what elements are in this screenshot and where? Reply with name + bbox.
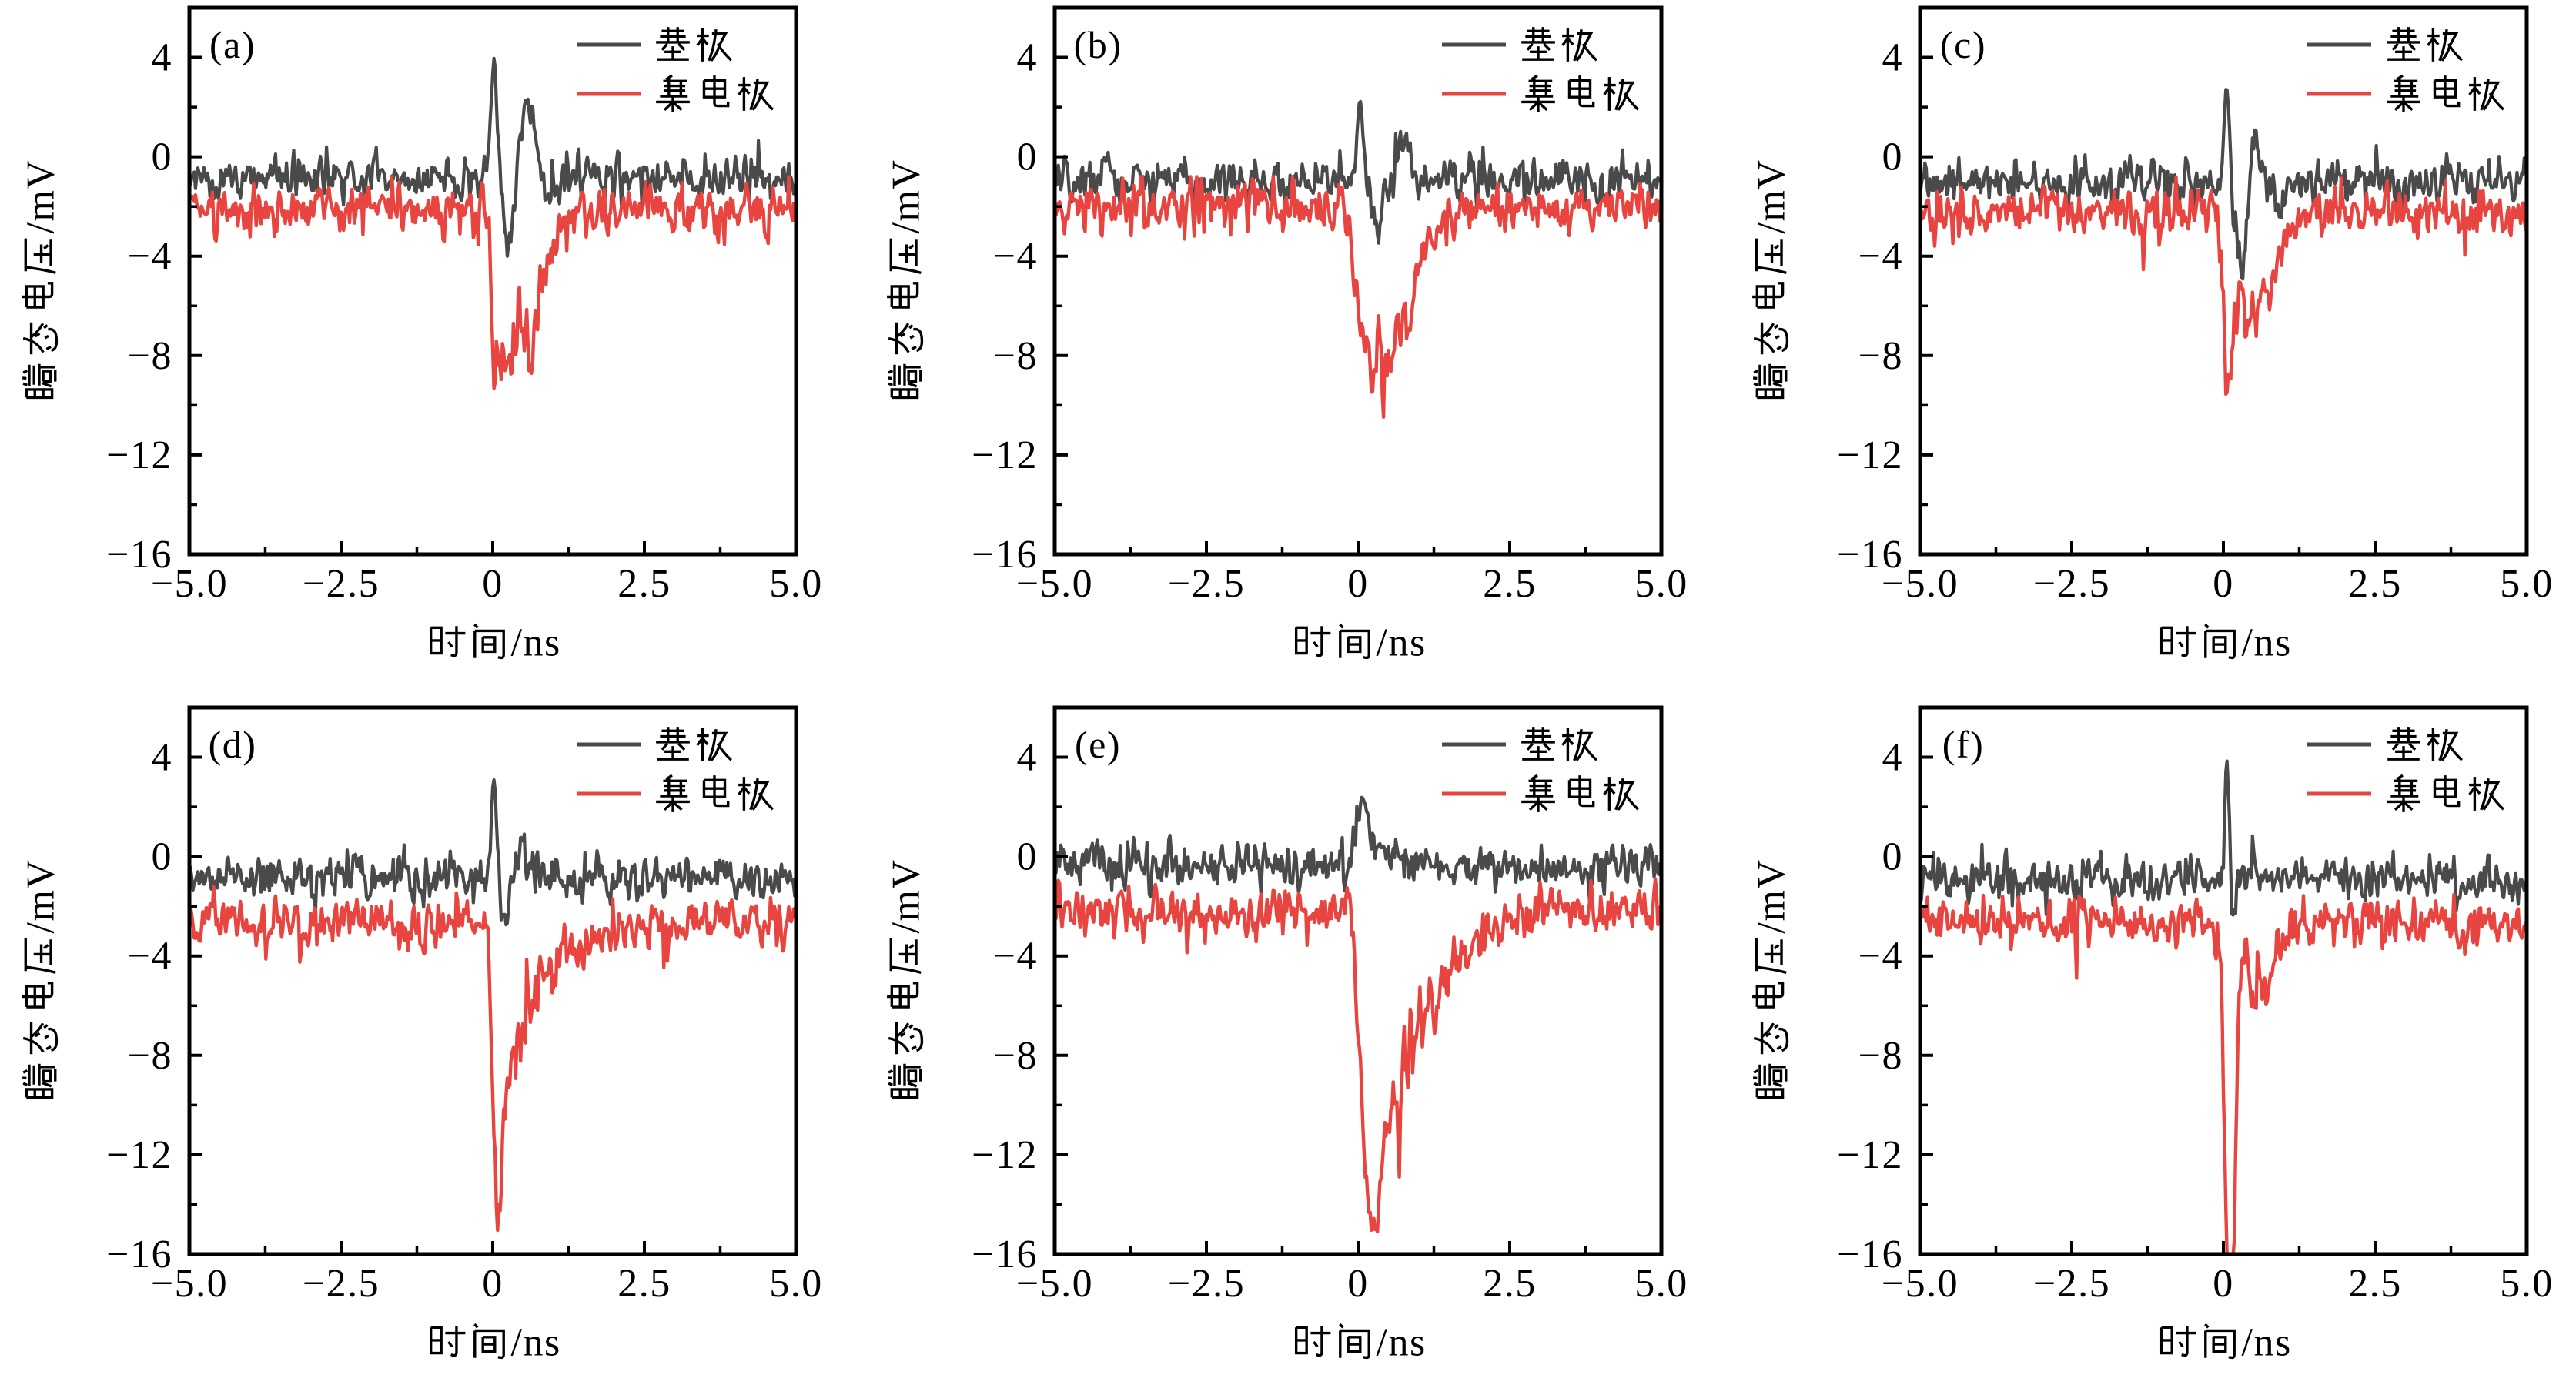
svg-text:2.5: 2.5 (2348, 562, 2402, 606)
svg-text:−12: −12 (1837, 1133, 1903, 1177)
svg-text:4: 4 (1882, 36, 1904, 80)
svg-text:(d): (d) (209, 723, 257, 766)
svg-text:0: 0 (1882, 135, 1904, 179)
svg-text:5.0: 5.0 (1634, 562, 1688, 606)
svg-text:−12: −12 (106, 433, 172, 477)
svg-text:0: 0 (2213, 562, 2234, 606)
svg-text:−2.5: −2.5 (2033, 562, 2110, 606)
svg-text:−16: −16 (972, 533, 1038, 577)
svg-text:−12: −12 (972, 433, 1038, 477)
svg-text:4: 4 (152, 36, 173, 80)
svg-text:−2.5: −2.5 (303, 1262, 380, 1306)
svg-text:0: 0 (2213, 1262, 2234, 1306)
svg-text:0: 0 (1017, 135, 1039, 179)
svg-text:5.0: 5.0 (1634, 1262, 1688, 1306)
svg-text:0: 0 (1347, 562, 1369, 606)
svg-text:/mV: /mV (885, 859, 928, 934)
svg-text:−16: −16 (1837, 533, 1903, 577)
svg-text:5.0: 5.0 (2500, 1262, 2554, 1306)
svg-text:(a): (a) (209, 23, 256, 66)
svg-text:−5.0: −5.0 (1882, 1262, 1959, 1306)
svg-text:4: 4 (1882, 736, 1904, 780)
svg-text:−8: −8 (993, 334, 1038, 378)
svg-text:−16: −16 (106, 533, 172, 577)
svg-text:−5.0: −5.0 (1016, 562, 1093, 606)
svg-text:2.5: 2.5 (2348, 1262, 2402, 1306)
svg-text:−8: −8 (1858, 1034, 1903, 1078)
svg-text:/ns: /ns (511, 1321, 561, 1365)
svg-text:2.5: 2.5 (1483, 562, 1537, 606)
svg-text:5.0: 5.0 (2500, 562, 2554, 606)
svg-text:−12: −12 (106, 1133, 172, 1177)
svg-text:0: 0 (482, 1262, 503, 1306)
svg-text:/ns: /ns (1377, 1321, 1427, 1365)
svg-text:(c): (c) (1940, 23, 1986, 66)
svg-text:4: 4 (152, 736, 173, 780)
svg-text:−5.0: −5.0 (1016, 1262, 1093, 1306)
svg-text:−2.5: −2.5 (1168, 562, 1245, 606)
svg-text:5.0: 5.0 (769, 1262, 823, 1306)
svg-text:0: 0 (1347, 1262, 1369, 1306)
svg-text:−8: −8 (128, 1034, 172, 1078)
svg-text:0: 0 (152, 835, 173, 879)
svg-text:−16: −16 (106, 1233, 172, 1276)
svg-text:−4: −4 (1858, 935, 1903, 979)
svg-text:−8: −8 (128, 334, 172, 378)
svg-text:−4: −4 (993, 935, 1038, 979)
svg-text:−5.0: −5.0 (151, 1262, 228, 1306)
svg-text:−2.5: −2.5 (1168, 1262, 1245, 1306)
svg-text:0: 0 (1017, 835, 1039, 879)
svg-text:4: 4 (1017, 36, 1039, 80)
svg-text:/mV: /mV (19, 159, 63, 234)
svg-text:−5.0: −5.0 (151, 562, 228, 606)
svg-text:(e): (e) (1075, 723, 1121, 766)
svg-text:2.5: 2.5 (1483, 1262, 1537, 1306)
svg-text:−12: −12 (1837, 433, 1903, 477)
svg-text:/mV: /mV (1750, 859, 1794, 934)
svg-text:0: 0 (152, 135, 173, 179)
svg-text:−4: −4 (128, 935, 172, 979)
svg-text:2.5: 2.5 (617, 562, 671, 606)
svg-text:5.0: 5.0 (769, 562, 823, 606)
svg-text:−2.5: −2.5 (303, 562, 380, 606)
svg-text:0: 0 (482, 562, 503, 606)
svg-text:−5.0: −5.0 (1882, 562, 1959, 606)
svg-text:−8: −8 (1858, 334, 1903, 378)
svg-text:(b): (b) (1074, 23, 1122, 66)
svg-text:/ns: /ns (1377, 621, 1427, 665)
svg-text:/ns: /ns (511, 621, 561, 665)
svg-text:/mV: /mV (19, 859, 63, 934)
svg-text:(f): (f) (1942, 723, 1984, 766)
svg-text:/ns: /ns (2242, 621, 2292, 665)
svg-text:−4: −4 (993, 235, 1038, 279)
svg-text:2.5: 2.5 (617, 1262, 671, 1306)
svg-text:−12: −12 (972, 1133, 1038, 1177)
svg-text:0: 0 (1882, 835, 1904, 879)
svg-text:−4: −4 (1858, 235, 1903, 279)
svg-text:−4: −4 (128, 235, 172, 279)
svg-text:−16: −16 (1837, 1233, 1903, 1276)
svg-text:4: 4 (1017, 736, 1039, 780)
svg-text:−2.5: −2.5 (2033, 1262, 2110, 1306)
svg-text:/ns: /ns (2242, 1321, 2292, 1365)
svg-text:−8: −8 (993, 1034, 1038, 1078)
svg-text:/mV: /mV (1750, 159, 1794, 234)
svg-text:/mV: /mV (885, 159, 928, 234)
svg-text:−16: −16 (972, 1233, 1038, 1276)
